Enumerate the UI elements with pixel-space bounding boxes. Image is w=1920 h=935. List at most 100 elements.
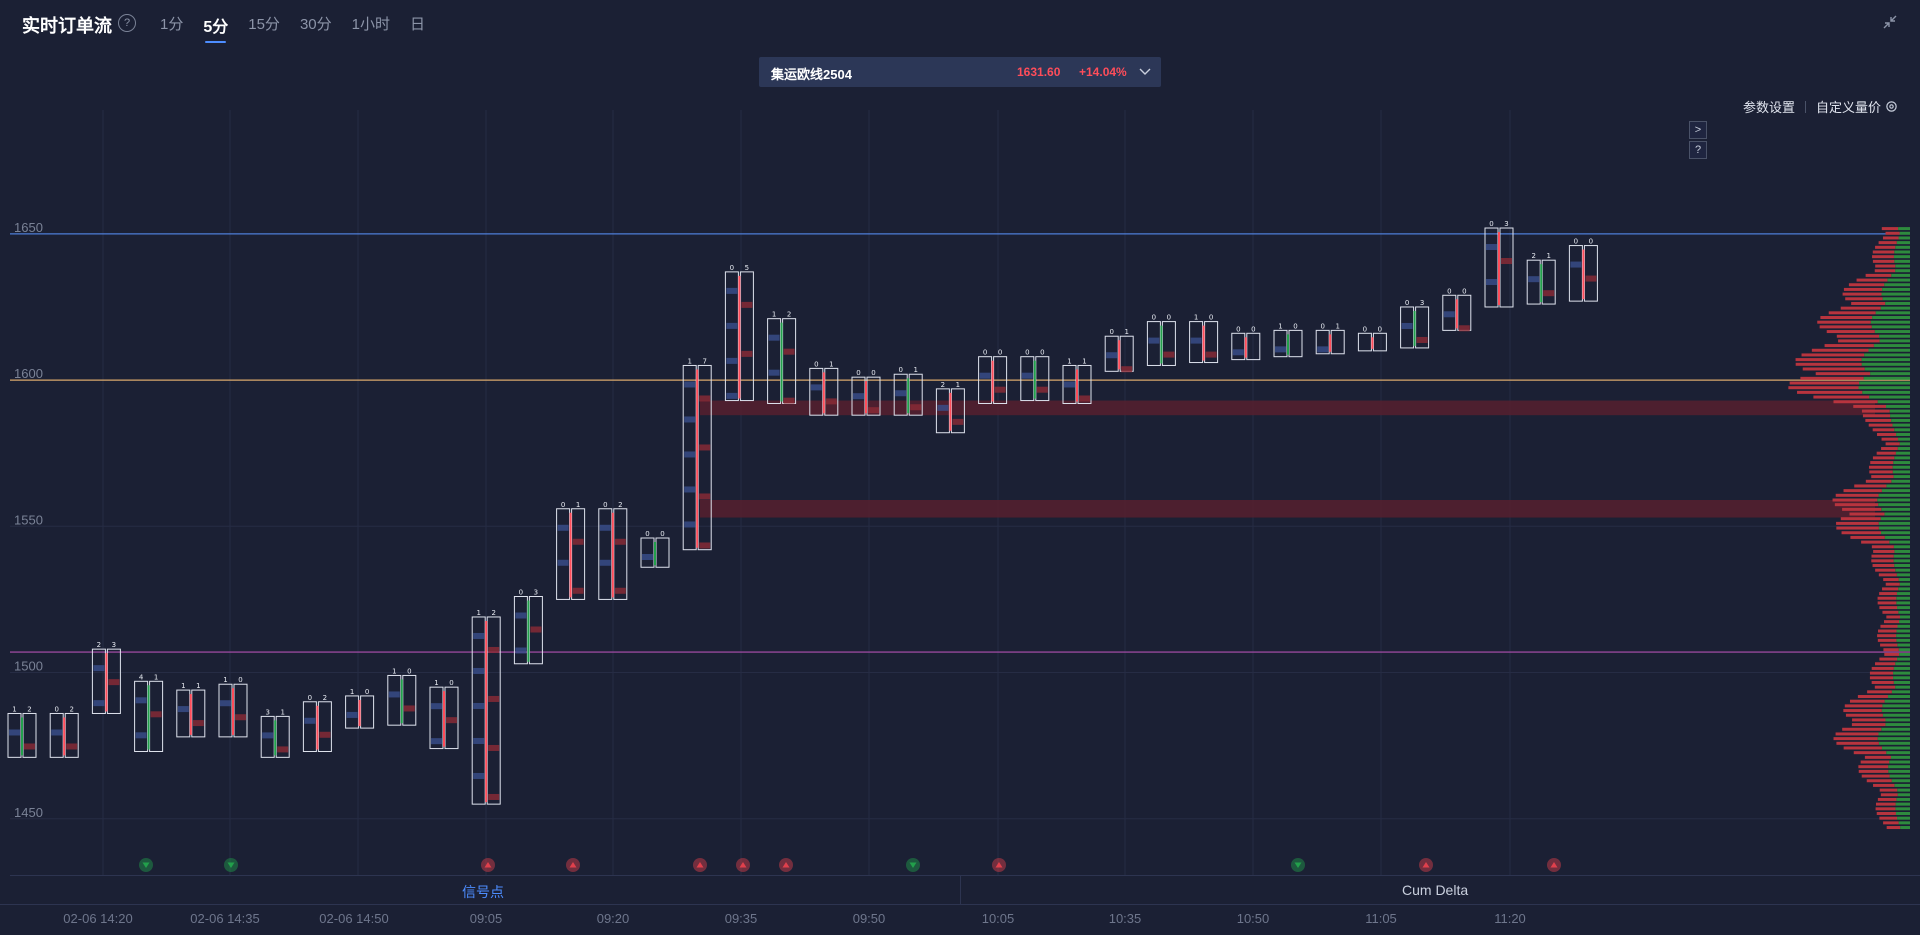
footprint-cell-highlight: [220, 700, 231, 707]
signal-marker-icon: [1294, 862, 1302, 868]
profile-buy-bar: [1864, 353, 1910, 357]
profile-buy-bar: [1895, 245, 1910, 249]
profile-buy-bar: [1884, 699, 1910, 703]
footprint-cell-highlight: [768, 369, 780, 376]
footprint-cell-highlight: [895, 390, 907, 397]
profile-buy-bar: [1889, 760, 1910, 764]
profile-buy-bar: [1894, 428, 1910, 432]
bar-top-label: 2: [491, 609, 495, 617]
footprint-cell-highlight: [515, 647, 527, 654]
x-tick-label: 09:50: [852, 911, 886, 926]
custom-volume-price-link[interactable]: 自定义量价: [1815, 100, 1881, 115]
bar-top-label: 0: [1574, 238, 1578, 246]
footprint-column-ask: [1457, 294, 1472, 331]
bar-top-label: 2: [97, 641, 101, 649]
tab-1hour[interactable]: 1小时: [351, 16, 390, 33]
profile-sell-bar: [1870, 461, 1894, 465]
footprint-column-ask: [613, 508, 628, 600]
profile-buy-bar: [1870, 372, 1910, 376]
expand-button[interactable]: >: [1689, 121, 1707, 139]
bar-top-label: 1: [1124, 328, 1128, 336]
profile-sell-bar: [1875, 802, 1896, 806]
bar-top-label: 1: [223, 676, 227, 684]
profile-sell-bar: [1869, 470, 1893, 474]
footprint-column-ask: [1119, 335, 1134, 372]
profile-buy-bar: [1896, 797, 1910, 801]
params-settings-link[interactable]: 参数设置: [1742, 100, 1795, 115]
profile-buy-bar: [1859, 381, 1910, 385]
profile-buy-bar: [1885, 723, 1910, 727]
footprint-cell-highlight: [699, 493, 711, 500]
footprint-cell-highlight: [1486, 279, 1497, 286]
profile-sell-bar: [1881, 227, 1899, 231]
profile-sell-bar: [1826, 330, 1875, 334]
gear-icon[interactable]: [1885, 100, 1898, 113]
profile-sell-bar: [1873, 783, 1895, 787]
footprint-column-ask: [571, 508, 586, 600]
y-tick-label: 1600: [14, 366, 43, 381]
tab-5min[interactable]: 5分: [203, 13, 228, 43]
profile-buy-bar: [1878, 526, 1910, 530]
symbol-selector[interactable]: 集运欧线2504 1631.60 +14.04%: [759, 57, 1161, 87]
volume-band: [700, 499, 1875, 518]
footprint-cell-highlight: [994, 386, 1006, 393]
x-tick-label: 10:50: [1236, 911, 1270, 926]
profile-buy-bar: [1899, 652, 1910, 656]
profile-sell-bar: [1857, 695, 1888, 699]
bar-top-label: 3: [112, 641, 116, 649]
profile-buy-bar: [1878, 732, 1910, 736]
profile-sell-bar: [1841, 531, 1882, 535]
tab-1min[interactable]: 1分: [160, 16, 184, 33]
profile-buy-bar: [1881, 709, 1910, 713]
indicator-tabs-divider: [960, 876, 961, 904]
tab-day[interactable]: 日: [409, 16, 425, 33]
chevron-down-icon[interactable]: [1138, 65, 1152, 79]
profile-buy-bar: [1895, 802, 1910, 806]
profile-sell-bar: [1820, 316, 1873, 320]
bar-top-label: 1: [1335, 322, 1339, 330]
bar-top-label: 1: [196, 682, 200, 690]
tab-30min[interactable]: 30分: [299, 16, 332, 33]
footprint-cell-highlight: [473, 772, 485, 779]
tab-15min[interactable]: 15分: [248, 16, 280, 33]
profile-sell-bar: [1817, 320, 1871, 324]
profile-sell-bar: [1853, 404, 1886, 408]
footprint-cell-highlight: [9, 729, 20, 736]
profile-buy-bar: [1892, 470, 1910, 474]
footprint-cell-highlight: [473, 667, 485, 674]
profile-sell-bar: [1883, 620, 1899, 624]
profile-buy-bar: [1884, 283, 1910, 287]
profile-sell-bar: [1885, 582, 1900, 586]
bar-top-label: 5: [745, 264, 749, 272]
profile-buy-bar: [1891, 418, 1910, 422]
profile-sell-bar: [1875, 245, 1896, 249]
footprint-column-ask: [739, 271, 754, 402]
bar-top-label: 1: [1194, 314, 1198, 322]
profile-sell-bar: [1865, 418, 1892, 422]
footprint-cell-highlight: [1458, 325, 1470, 332]
profile-sell-bar: [1862, 414, 1891, 418]
profile-sell-bar: [1872, 250, 1895, 254]
help-icon[interactable]: ?: [118, 14, 136, 32]
profile-sell-bar: [1854, 484, 1887, 488]
profile-sell-bar: [1868, 423, 1893, 427]
profile-buy-bar: [1898, 821, 1910, 825]
tab-cum-delta[interactable]: Cum Delta: [1402, 882, 1469, 898]
profile-sell-bar: [1835, 493, 1879, 497]
bar-top-label: 1: [772, 311, 776, 319]
collapse-icon[interactable]: [1882, 14, 1898, 30]
chart-help-button[interactable]: ?: [1689, 141, 1707, 159]
profile-sell-bar: [1872, 428, 1895, 432]
profile-buy-bar: [1893, 255, 1910, 259]
bar-top-label: 2: [1531, 252, 1535, 260]
profile-sell-bar: [1842, 727, 1882, 731]
profile-buy-bar: [1878, 503, 1910, 507]
tab-signal-points[interactable]: 信号点: [462, 884, 504, 900]
footprint-column-ask: [1372, 332, 1387, 352]
signal-marker-icon: [1422, 862, 1430, 868]
profile-buy-bar: [1895, 451, 1910, 455]
x-tick-label: 11:20: [1494, 911, 1526, 926]
profile-buy-bar: [1890, 755, 1910, 759]
profile-buy-bar: [1896, 592, 1910, 596]
